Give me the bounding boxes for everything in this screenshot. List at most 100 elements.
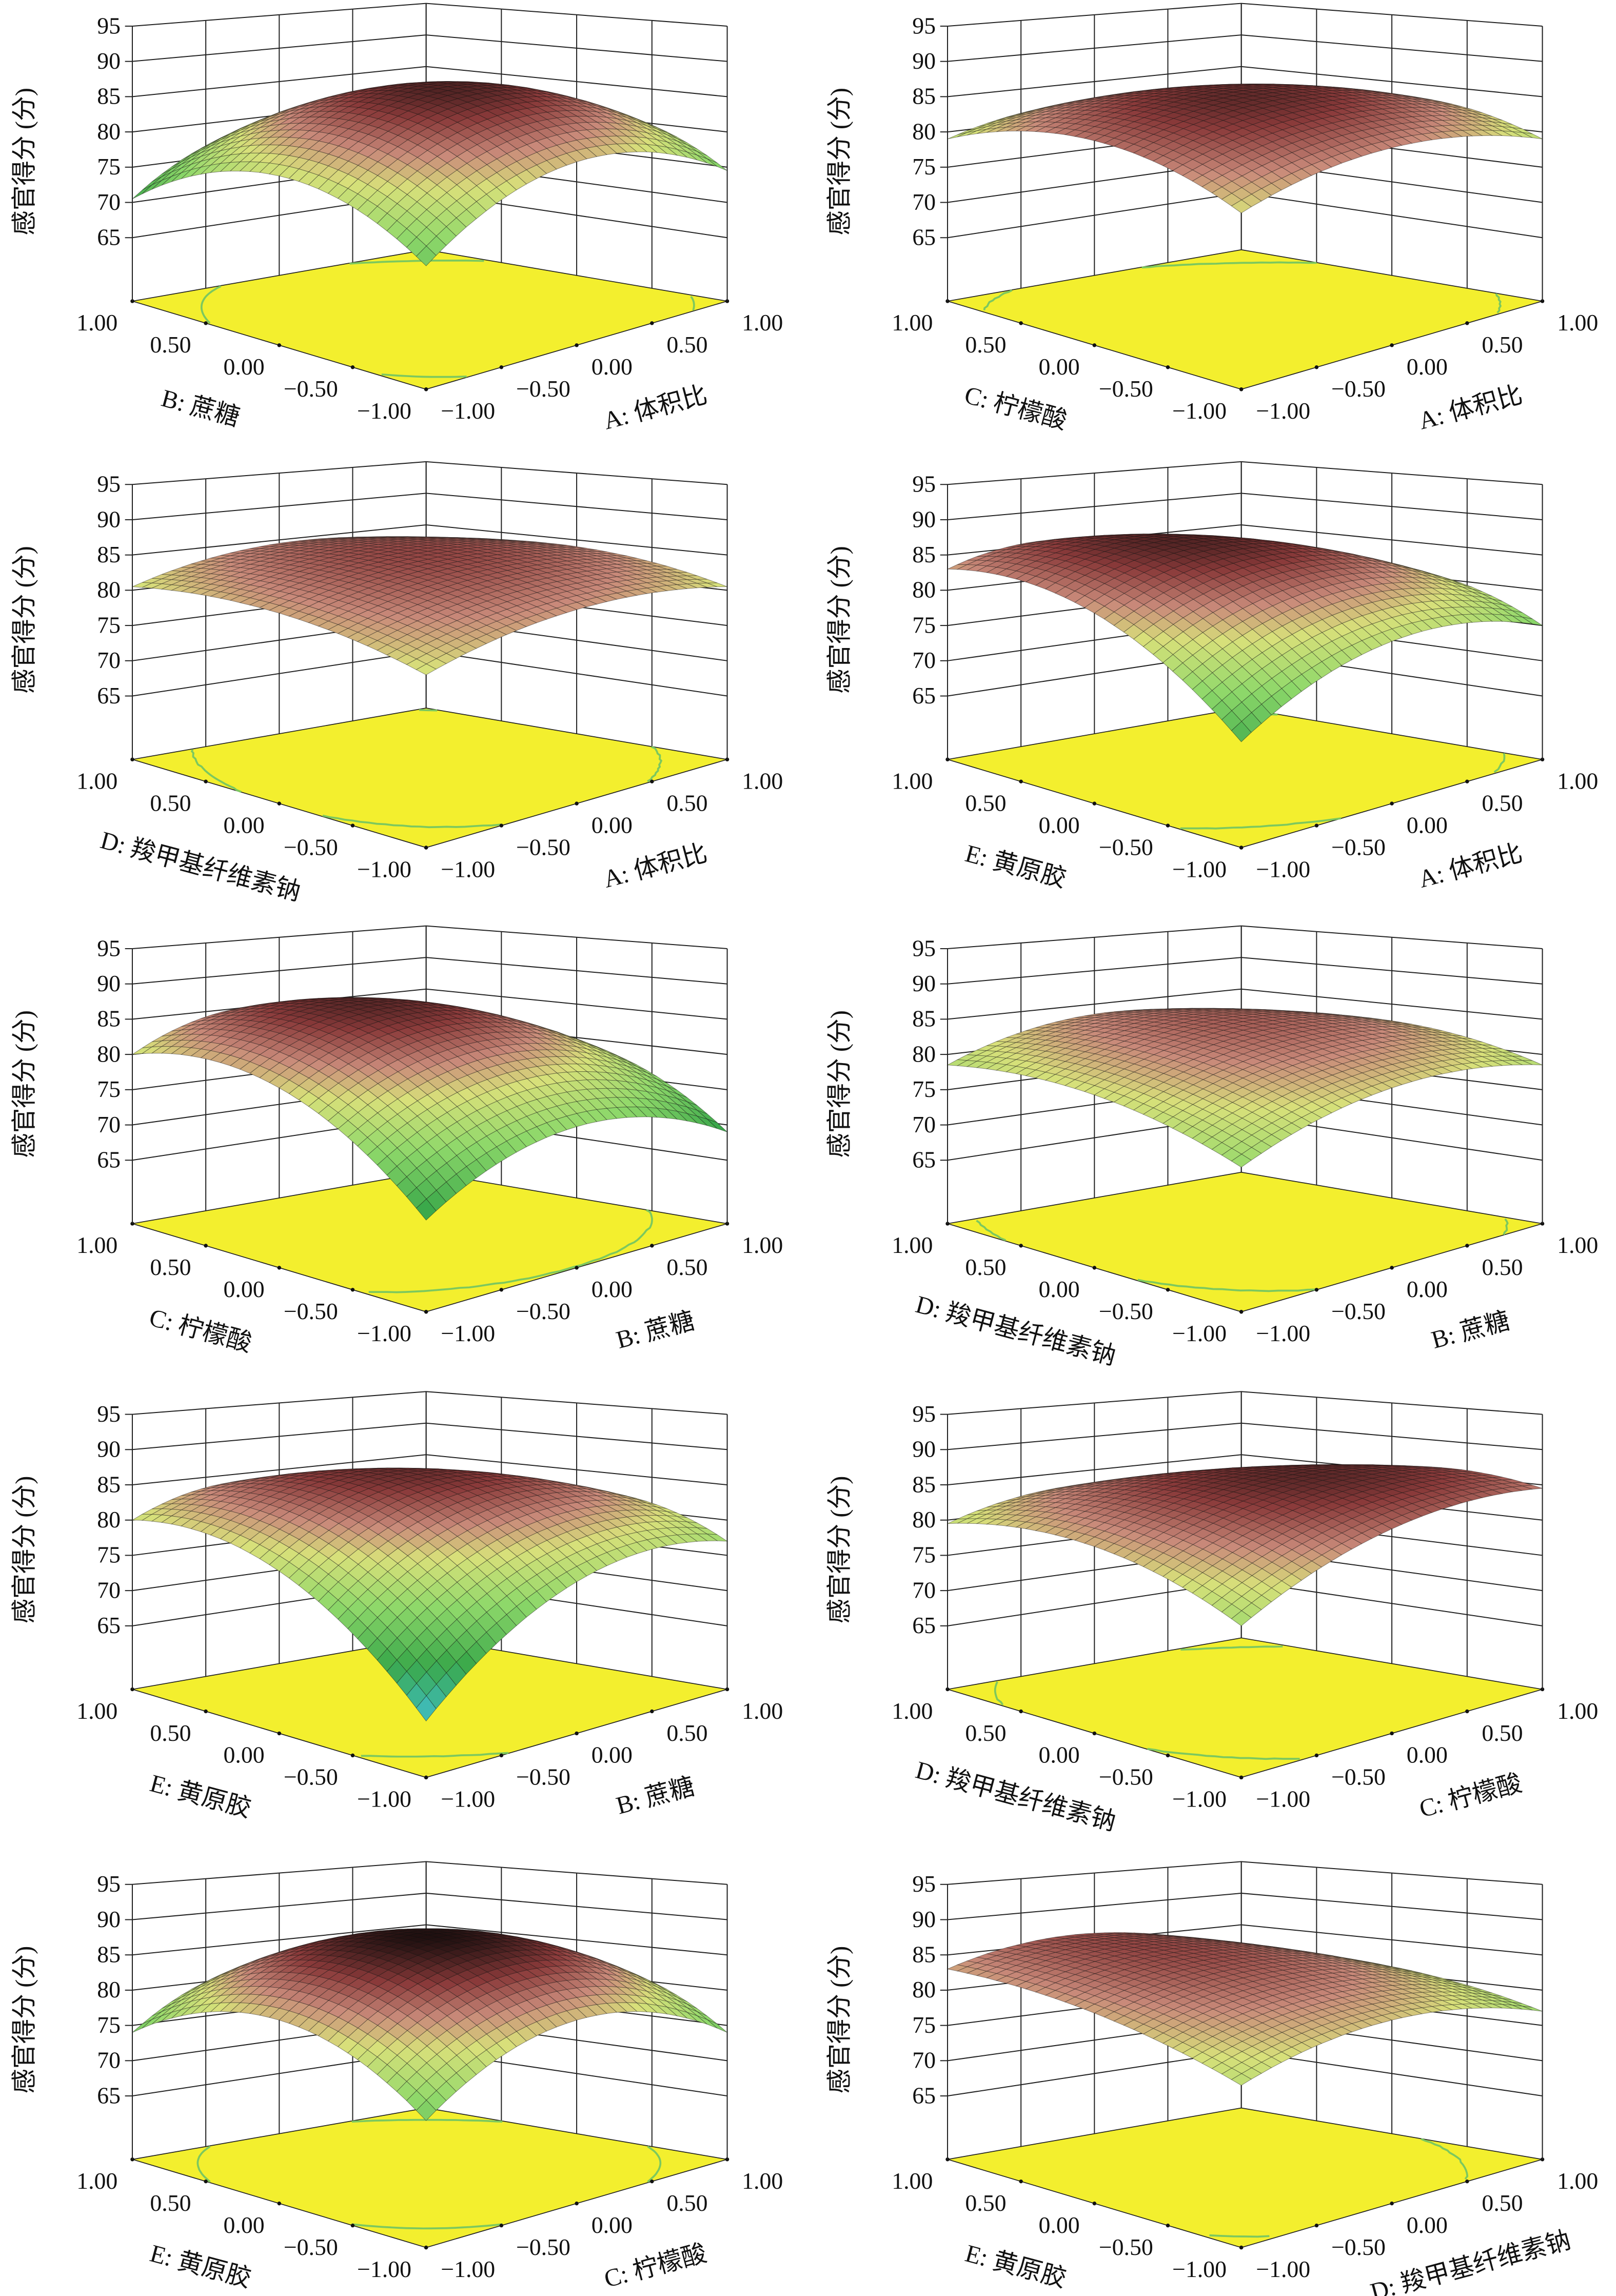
y-factor-tick-label: 0.50 bbox=[150, 331, 191, 358]
floor-tick-dot bbox=[1239, 1310, 1244, 1314]
x-factor-tick-label: −0.50 bbox=[1331, 1298, 1386, 1324]
surface-cell bbox=[567, 95, 587, 102]
x-axis-title: A: 体积比 bbox=[1416, 839, 1526, 893]
y-factor-tick-label: 1.00 bbox=[76, 1232, 117, 1258]
z-tick-label: 65 bbox=[912, 224, 936, 250]
surface-cell bbox=[707, 159, 727, 171]
y-factor-tick-label: 0.00 bbox=[1039, 354, 1080, 380]
x-factor-tick-label: 1.00 bbox=[1557, 309, 1598, 336]
x-factor-tick-label: 0.00 bbox=[592, 812, 633, 838]
y-factor-tick-label: 0.00 bbox=[1039, 1276, 1080, 1302]
z-tick-label: 80 bbox=[912, 1041, 936, 1067]
surface-cell bbox=[497, 84, 518, 87]
surface-cell bbox=[132, 185, 152, 200]
y-factor-tick-label: 0.50 bbox=[150, 1254, 191, 1280]
floor-tick-dot bbox=[277, 801, 282, 806]
floor-tick-dot bbox=[1166, 1288, 1170, 1292]
surface-cell bbox=[567, 96, 587, 103]
x-factor-tick-label: −1.00 bbox=[441, 398, 495, 424]
x-factor-tick-label: 1.00 bbox=[742, 309, 783, 336]
floor-plane bbox=[947, 249, 1543, 390]
y-factor-tick-label: −1.00 bbox=[357, 856, 411, 882]
floor-tick-dot bbox=[350, 823, 355, 828]
surface-cell bbox=[269, 118, 290, 126]
z-tick-label: 95 bbox=[912, 471, 936, 497]
y-factor-tick-label: 0.00 bbox=[1039, 812, 1080, 838]
z-tick-label: 75 bbox=[912, 153, 936, 180]
surface-cell bbox=[517, 87, 538, 91]
x-factor-tick-label: −0.50 bbox=[1331, 834, 1386, 860]
floor-tick-dot bbox=[204, 321, 208, 325]
floor-tick-dot bbox=[1314, 365, 1319, 369]
floor-tick-dot bbox=[350, 1288, 355, 1292]
x-factor-tick-label: 0.00 bbox=[1407, 354, 1448, 380]
y-factor-tick-label: −0.50 bbox=[1099, 834, 1153, 860]
y-factor-tick-label: 1.00 bbox=[892, 1232, 933, 1258]
y-factor-tick-label: −0.50 bbox=[284, 376, 338, 402]
surface-cell bbox=[348, 89, 369, 93]
floor-tick-dot bbox=[1465, 321, 1469, 325]
surface-cell bbox=[388, 87, 408, 92]
floor-tick-dot bbox=[1314, 1288, 1319, 1292]
wall-gridline-z bbox=[947, 34, 1543, 62]
surface-cell bbox=[339, 90, 359, 95]
y-factor-tick-label: −1.00 bbox=[1172, 856, 1227, 882]
z-tick-label: 85 bbox=[97, 1006, 121, 1032]
surface-cell bbox=[637, 130, 657, 140]
surface-cell bbox=[687, 147, 707, 159]
floor-contour-line bbox=[419, 709, 438, 712]
z-axis-title: 感官得分 (分) bbox=[10, 546, 38, 694]
x-factor-tick-label: −1.00 bbox=[1256, 1320, 1310, 1346]
surface-cell bbox=[210, 135, 231, 147]
z-tick-label: 70 bbox=[97, 1111, 121, 1137]
z-tick-label: 80 bbox=[97, 577, 121, 603]
y-axis-title: C: 柠檬酸 bbox=[146, 1303, 254, 1357]
y-factor-tick-label: −0.50 bbox=[284, 1298, 338, 1324]
floor-tick-dot bbox=[575, 1266, 579, 1270]
surface-cell bbox=[657, 128, 678, 139]
y-factor-tick-label: −0.50 bbox=[1099, 1298, 1153, 1324]
x-factor-tick-label: −0.50 bbox=[516, 1298, 570, 1324]
surface-cell bbox=[239, 138, 261, 148]
floor-tick-dot bbox=[575, 343, 579, 347]
surface-cell bbox=[190, 164, 212, 177]
surface-cell bbox=[637, 120, 657, 129]
surface-cell bbox=[358, 97, 379, 103]
surface-cell bbox=[181, 167, 202, 179]
z-tick-label: 95 bbox=[912, 12, 936, 38]
floor-tick-dot bbox=[1092, 1266, 1097, 1270]
floor-tick-dot bbox=[499, 823, 504, 828]
floor-tick-dot bbox=[1019, 321, 1023, 325]
floor-tick-dot bbox=[424, 846, 428, 850]
wall-gridline-z bbox=[132, 925, 727, 949]
floor-plane bbox=[132, 249, 727, 390]
surface-cell bbox=[279, 112, 300, 121]
z-tick-label: 95 bbox=[912, 935, 936, 961]
floor-tick-dot bbox=[1314, 823, 1319, 828]
x-axis-title: A: 体积比 bbox=[601, 381, 711, 435]
x-factor-tick-label: 1.00 bbox=[1557, 1232, 1598, 1258]
y-factor-tick-label: 0.00 bbox=[224, 354, 265, 380]
z-tick-label: 65 bbox=[912, 1147, 936, 1173]
x-factor-tick-label: −0.50 bbox=[1331, 376, 1386, 402]
surface-cell bbox=[557, 105, 578, 111]
surface-cell bbox=[309, 106, 329, 112]
z-tick-label: 75 bbox=[912, 1076, 936, 1102]
wall-gridline-z bbox=[132, 461, 727, 485]
surface-cell bbox=[299, 103, 320, 110]
x-factor-tick-label: −1.00 bbox=[441, 856, 495, 882]
z-tick-label: 80 bbox=[97, 118, 121, 144]
z-tick-label: 75 bbox=[97, 1076, 121, 1102]
surface-cell bbox=[388, 83, 408, 86]
x-factor-tick-label: 0.50 bbox=[1482, 1254, 1523, 1280]
y-factor-tick-label: 1.00 bbox=[892, 768, 933, 794]
x-factor-tick-label: 0.00 bbox=[1407, 1276, 1448, 1302]
floor-tick-dot bbox=[650, 779, 654, 783]
wall-gridline-z bbox=[947, 957, 1543, 985]
z-tick-label: 80 bbox=[97, 1041, 121, 1067]
y-axis-title: D: 羧甲基纤维素钠 bbox=[97, 826, 304, 906]
y-factor-tick-label: 0.50 bbox=[150, 790, 191, 816]
